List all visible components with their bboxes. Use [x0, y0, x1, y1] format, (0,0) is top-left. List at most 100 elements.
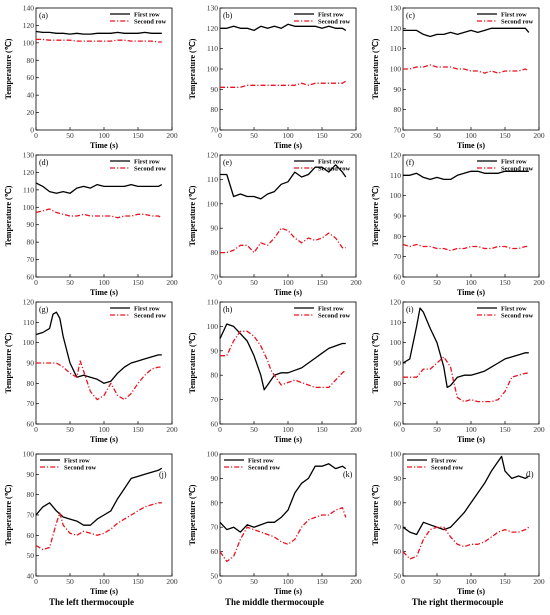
x-tick-label: 150 — [132, 577, 144, 586]
x-tick-label: 150 — [132, 425, 144, 434]
legend-label: Second row — [134, 312, 167, 319]
x-tick-label: 150 — [316, 131, 328, 140]
plot-frame — [402, 154, 540, 278]
y-tick-label: 90 — [211, 346, 219, 355]
x-tick-label: 50 — [433, 131, 441, 140]
plot-frame — [219, 301, 357, 425]
y-tick-label: 120 — [23, 168, 35, 177]
y-tick-label: 80 — [27, 490, 35, 499]
x-tick-label: 100 — [282, 577, 294, 586]
x-tick-label: 200 — [350, 577, 362, 586]
y-tick-label: 90 — [211, 224, 219, 233]
y-tick-label: 60 — [394, 420, 402, 429]
x-tick-label: 0 — [401, 278, 405, 287]
panel-label: (h) — [223, 305, 233, 314]
legend-label: Second row — [318, 312, 351, 319]
plot-frame — [35, 154, 173, 278]
panel-e: 0 50 100 150 200 70 80 90 100 110 120 Time (s) Tempe… — [188, 151, 362, 298]
y-tick-label: 110 — [390, 44, 401, 53]
y-tick-label: 70 — [211, 395, 219, 404]
y-tick-label: 40 — [27, 572, 35, 581]
x-tick-label: 200 — [533, 278, 545, 287]
x-tick-label: 150 — [499, 425, 511, 434]
legend-label: Second row — [431, 464, 464, 471]
x-tick-label: 50 — [250, 131, 258, 140]
x-tick-label: 100 — [282, 278, 294, 287]
y-tick-label: 130 — [23, 151, 35, 160]
y-tick-label: 60 — [27, 73, 35, 82]
y-tick-label: 80 — [394, 379, 402, 388]
y-axis-title: Temperature (℃) — [188, 332, 197, 393]
y-tick-label: 100 — [207, 65, 219, 74]
legend-label: Second row — [318, 165, 351, 172]
x-tick-label: 0 — [218, 131, 222, 140]
y-tick-label: 20 — [27, 108, 35, 117]
panel-b: 0 50 100 150 200 70 80 90 100 110 120 130 Time (s) Te… — [188, 4, 362, 151]
x-tick-label: 50 — [66, 425, 74, 434]
panel-label: (a) — [39, 11, 48, 20]
series-line-second-row — [403, 64, 530, 74]
legend-label: Second row — [501, 165, 534, 172]
x-tick-label: 150 — [316, 577, 328, 586]
legend-label: Second row — [134, 18, 167, 25]
x-tick-label: 150 — [132, 131, 144, 140]
panel-label: (j) — [159, 470, 167, 479]
y-tick-label: 100 — [207, 322, 219, 331]
series-line-first-row — [35, 182, 163, 194]
x-tick-label: 150 — [316, 278, 328, 287]
plot-frame — [402, 7, 540, 131]
x-tick-label: 100 — [282, 131, 294, 140]
y-tick-label: 50 — [27, 551, 35, 560]
legend-label: First row — [134, 158, 160, 165]
y-tick-label: 100 — [23, 38, 35, 47]
y-tick-label: 70 — [27, 511, 35, 520]
y-axis-title: Temperature (℃) — [371, 185, 380, 246]
x-tick-label: 100 — [465, 425, 477, 434]
y-tick-label: 70 — [27, 399, 35, 408]
y-axis-title: Temperature (℃) — [4, 185, 13, 246]
y-tick-label: 80 — [27, 56, 35, 65]
x-axis-title: Time (s) — [90, 288, 118, 297]
y-tick-label: 90 — [394, 359, 402, 368]
legend-label: Second row — [501, 312, 534, 319]
y-tick-label: 70 — [394, 126, 402, 135]
x-tick-label: 100 — [282, 425, 294, 434]
x-tick-label: 100 — [465, 278, 477, 287]
legend-label: First row — [248, 457, 274, 464]
x-tick-label: 0 — [401, 131, 405, 140]
y-tick-label: 110 — [207, 175, 218, 184]
x-axis-title: Time (s) — [274, 141, 302, 150]
y-tick-label: 120 — [207, 24, 219, 33]
y-tick-label: 100 — [23, 338, 35, 347]
x-axis-title: Time (s) — [457, 587, 485, 596]
x-tick-label: 50 — [433, 278, 441, 287]
series-line-second-row — [402, 526, 530, 560]
x-axis-title: Time (s) — [90, 435, 118, 444]
y-tick-label: 130 — [207, 4, 219, 13]
x-tick-label: 0 — [34, 425, 38, 434]
x-tick-label: 0 — [34, 131, 38, 140]
y-tick-label: 60 — [211, 420, 219, 429]
y-axis-title: Temperature (℃) — [371, 332, 380, 393]
y-tick-label: 100 — [23, 450, 35, 459]
y-tick-label: 90 — [27, 470, 35, 479]
series-line-second-row — [35, 502, 162, 551]
series-line-second-row — [36, 360, 162, 401]
y-tick-label: 90 — [394, 85, 402, 94]
y-tick-label: 100 — [23, 203, 35, 212]
series-line-first-row — [403, 170, 529, 181]
plot-frame — [35, 7, 173, 131]
panel-d: 0 50 100 150 200 60 70 80 90 100 110 120 130 Time (s)… — [4, 151, 178, 298]
y-tick-label: 0 — [30, 126, 34, 135]
y-axis-title: Temperature (℃) — [188, 484, 197, 545]
x-tick-label: 200 — [350, 131, 362, 140]
x-tick-label: 50 — [433, 425, 441, 434]
y-tick-label: 110 — [23, 185, 34, 194]
series-line-second-row — [403, 356, 529, 403]
x-tick-label: 0 — [401, 577, 405, 586]
y-axis-title: Temperature (℃) — [4, 484, 13, 545]
y-tick-label: 70 — [394, 252, 402, 261]
x-tick-label: 200 — [166, 577, 178, 586]
x-tick-label: 0 — [34, 577, 38, 586]
